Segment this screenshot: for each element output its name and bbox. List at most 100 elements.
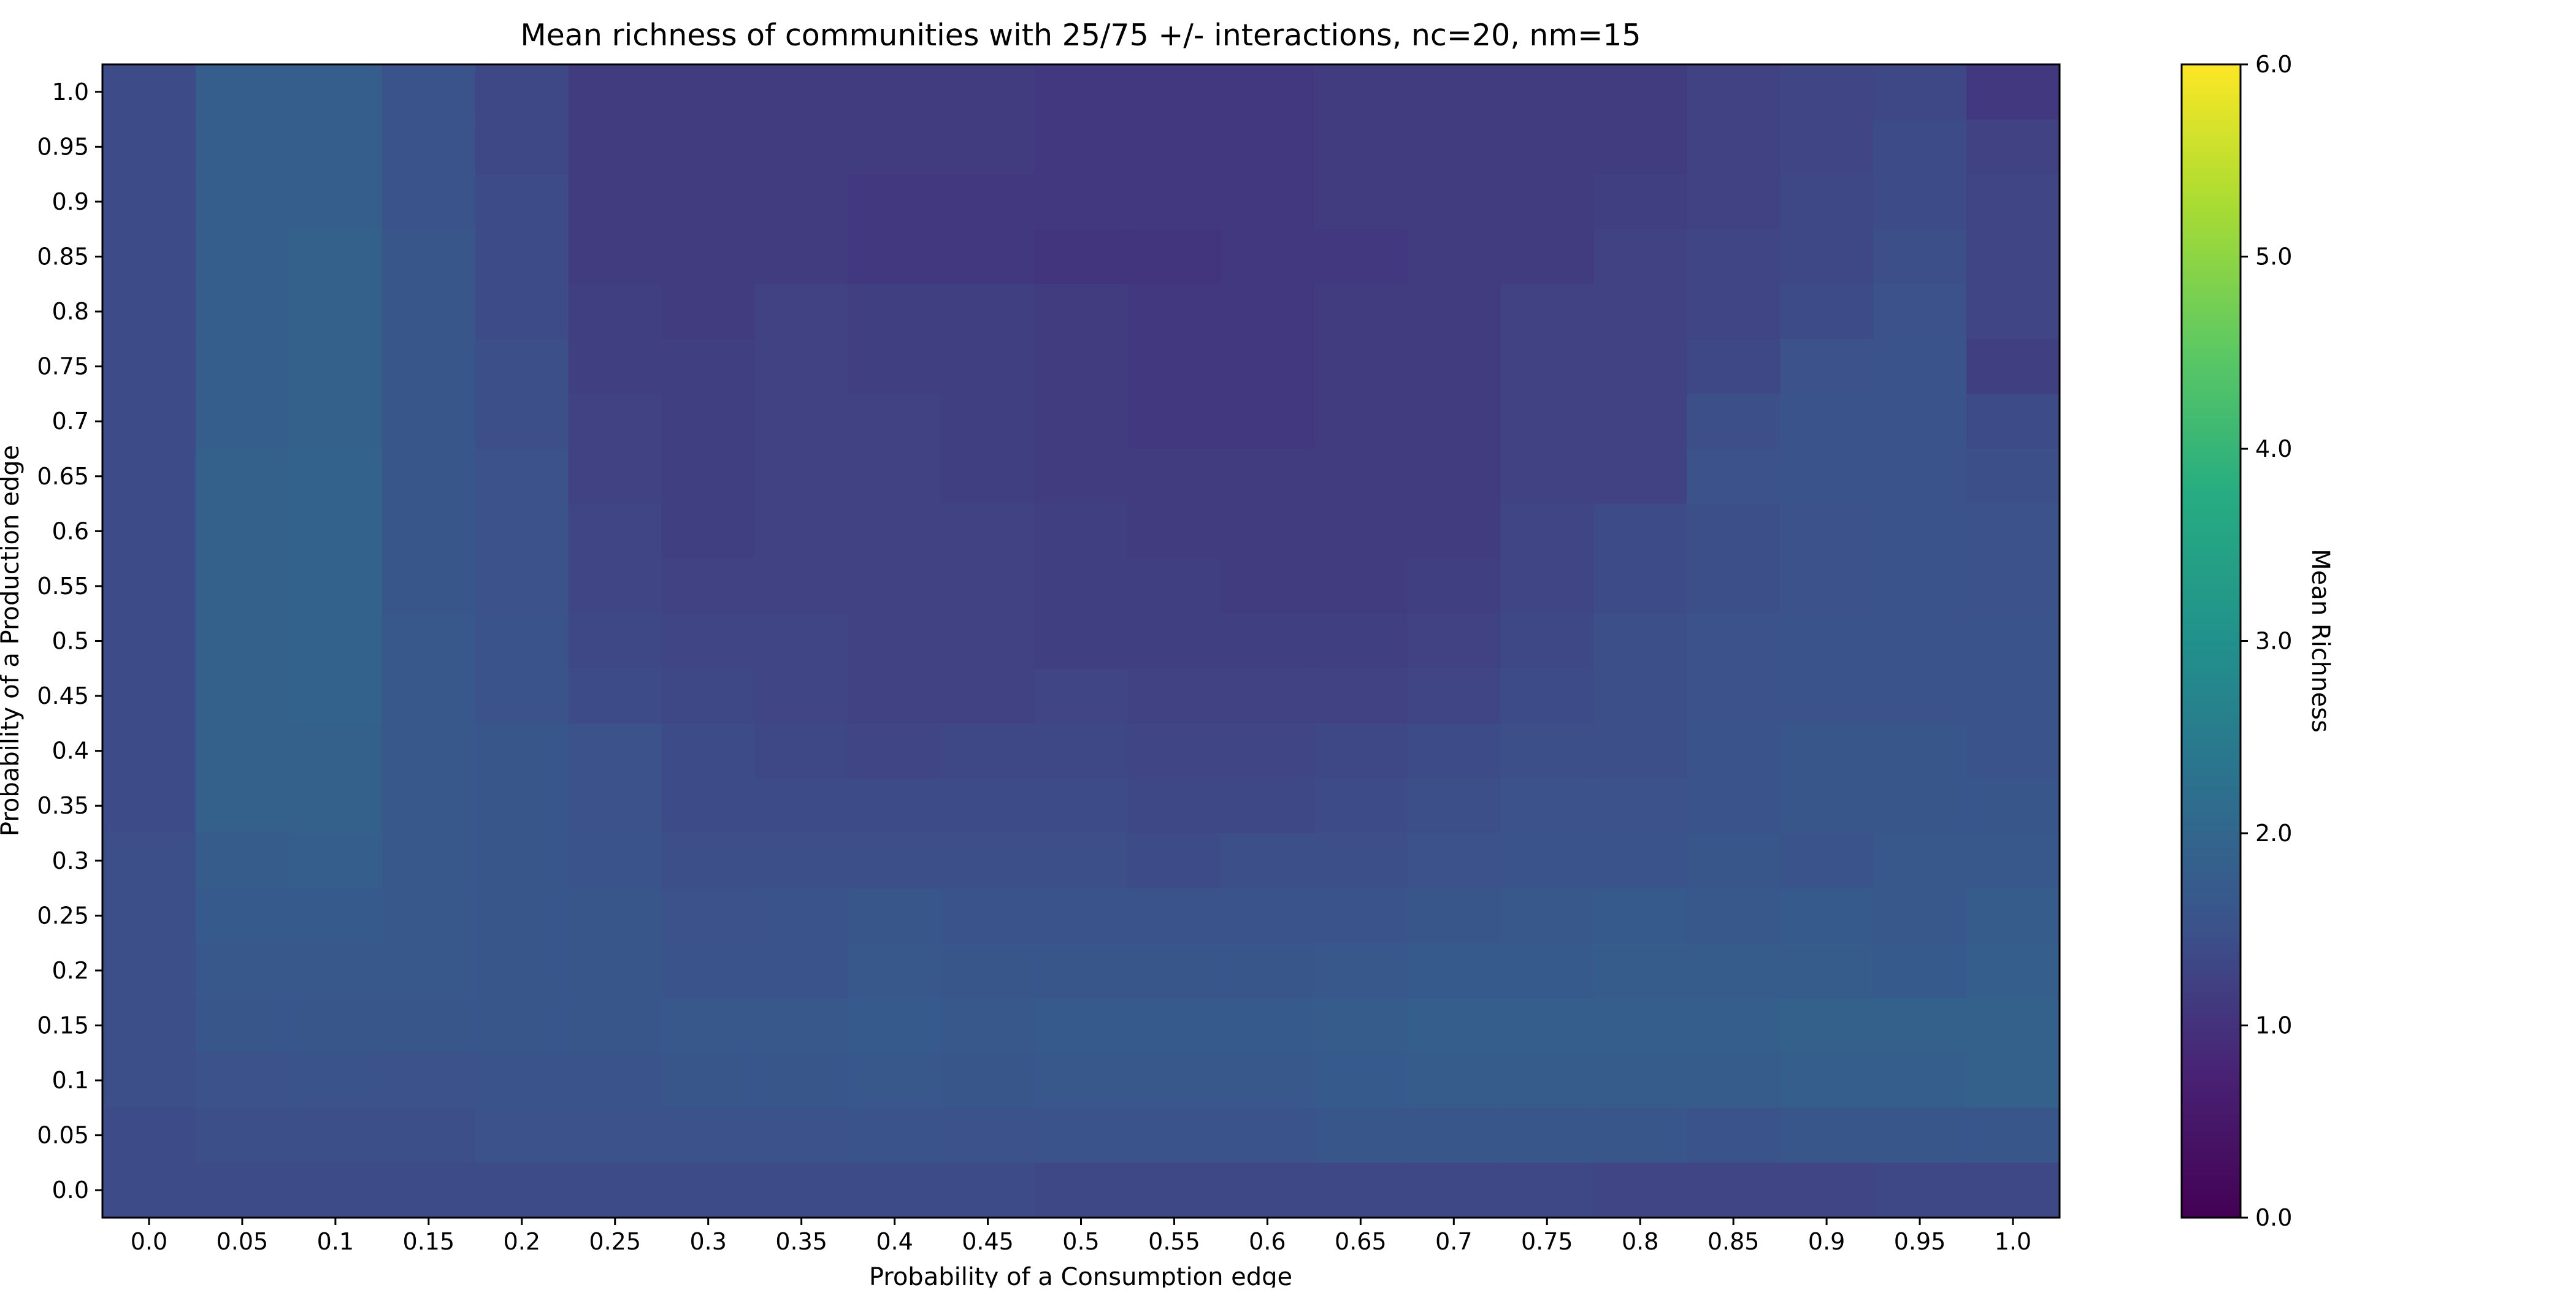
- heatmap-cell: [941, 449, 1035, 505]
- heatmap-cell: [1314, 1162, 1408, 1218]
- heatmap-cell: [1127, 888, 1222, 944]
- heatmap-cell: [1314, 284, 1408, 340]
- heatmap-cell: [195, 943, 289, 999]
- y-tick-label: 0.0: [52, 1177, 89, 1204]
- heatmap-cell: [1221, 668, 1314, 724]
- heatmap-cell: [1687, 613, 1781, 669]
- heatmap-cell: [848, 998, 942, 1053]
- heatmap-cell: [1780, 338, 1874, 395]
- heatmap-cell: [288, 1053, 383, 1109]
- heatmap-cell: [1873, 613, 1967, 669]
- heatmap-cell: [568, 888, 662, 944]
- y-tick-label: 0.8: [52, 298, 89, 325]
- heatmap-cell: [1873, 229, 1967, 284]
- heatmap-cell: [102, 1053, 196, 1109]
- heatmap-cell: [102, 778, 196, 834]
- heatmap-cell: [1966, 1053, 2060, 1109]
- heatmap-cell: [1407, 174, 1501, 230]
- heatmap-cell: [1221, 1107, 1314, 1164]
- heatmap-cell: [661, 943, 756, 999]
- y-tick-label: 0.35: [37, 792, 89, 819]
- heatmap-cell: [848, 229, 942, 284]
- heatmap-cell: [1966, 1162, 2060, 1218]
- heatmap-cell: [1593, 1107, 1687, 1164]
- heatmap-cell: [381, 119, 476, 175]
- heatmap-cell: [1314, 668, 1408, 724]
- heatmap-cell: [1500, 998, 1594, 1053]
- heatmap-cell: [661, 503, 756, 559]
- heatmap-cell: [381, 174, 476, 230]
- heatmap-cell: [1873, 943, 1967, 999]
- heatmap-cell: [195, 1107, 289, 1164]
- heatmap-cell: [661, 64, 756, 120]
- heatmap-cell: [475, 1053, 569, 1109]
- x-tick-label: 0.45: [962, 1228, 1014, 1255]
- heatmap-cell: [848, 613, 942, 669]
- heatmap-cell: [1873, 778, 1967, 834]
- heatmap-cell: [102, 668, 196, 724]
- y-tick-label: 0.4: [52, 738, 89, 765]
- heatmap-cell: [661, 778, 756, 834]
- heatmap-cell: [1127, 284, 1222, 340]
- heatmap-cell: [1314, 64, 1408, 120]
- heatmap-cell: [1593, 613, 1687, 669]
- heatmap-cell: [1687, 668, 1781, 724]
- heatmap-cell: [1593, 503, 1687, 559]
- heatmap-cell: [1593, 1053, 1687, 1109]
- heatmap-cell: [1034, 1162, 1129, 1218]
- y-tick-label: 0.15: [37, 1012, 89, 1039]
- heatmap-cell: [381, 723, 476, 779]
- heatmap-cell: [1034, 174, 1129, 230]
- heatmap-cell: [568, 943, 662, 999]
- heatmap-cell: [1407, 284, 1501, 340]
- heatmap-cell: [1687, 174, 1781, 230]
- heatmap-cell: [195, 778, 289, 834]
- heatmap-cell: [1314, 778, 1408, 834]
- heatmap-cell: [1966, 503, 2060, 559]
- heatmap-cells: [102, 64, 2060, 1218]
- heatmap-cell: [568, 64, 662, 120]
- heatmap-cell: [754, 229, 849, 284]
- heatmap-cell: [754, 833, 849, 889]
- y-axis-label: Probability of a Production edge: [0, 445, 25, 836]
- heatmap-cell: [568, 668, 662, 724]
- heatmap-cell: [1780, 1107, 1874, 1164]
- heatmap-cell: [288, 229, 383, 284]
- x-tick-label: 0.1: [317, 1228, 354, 1255]
- heatmap-cell: [661, 613, 756, 669]
- heatmap-cell: [1780, 394, 1874, 449]
- heatmap-cell: [102, 174, 196, 230]
- y-tick-label: 0.5: [52, 628, 89, 655]
- heatmap-cell: [661, 668, 756, 724]
- heatmap-cell: [941, 64, 1035, 120]
- heatmap-cell: [568, 723, 662, 779]
- heatmap-cell: [661, 833, 756, 889]
- heatmap-cell: [381, 998, 476, 1053]
- heatmap-cell: [1127, 1053, 1222, 1109]
- heatmap-cell: [1500, 778, 1594, 834]
- heatmap-cell: [1127, 1162, 1222, 1218]
- heatmap-cell: [1500, 1053, 1594, 1109]
- heatmap-cell: [1687, 338, 1781, 395]
- heatmap-cell: [1593, 778, 1687, 834]
- y-tick-label: 0.95: [37, 133, 89, 160]
- heatmap-cell: [102, 284, 196, 340]
- heatmap-cell: [848, 284, 942, 340]
- heatmap-cell: [848, 1107, 942, 1164]
- heatmap-cell: [195, 64, 289, 120]
- heatmap-cell: [1221, 559, 1314, 614]
- heatmap-cell: [1314, 998, 1408, 1053]
- heatmap-cell: [381, 1053, 476, 1109]
- colorbar-tick-label: 0.0: [2255, 1204, 2292, 1231]
- heatmap-cell: [1407, 888, 1501, 944]
- heatmap-cell: [1780, 1162, 1874, 1218]
- heatmap-cell: [1034, 449, 1129, 505]
- x-tick-label: 0.8: [1622, 1228, 1658, 1255]
- heatmap-cell: [754, 943, 849, 999]
- heatmap-cell: [941, 668, 1035, 724]
- y-tick-label: 0.05: [37, 1122, 89, 1149]
- heatmap-cell: [848, 778, 942, 834]
- heatmap-cell: [288, 943, 383, 999]
- heatmap-cell: [381, 1107, 476, 1164]
- heatmap-cell: [848, 833, 942, 889]
